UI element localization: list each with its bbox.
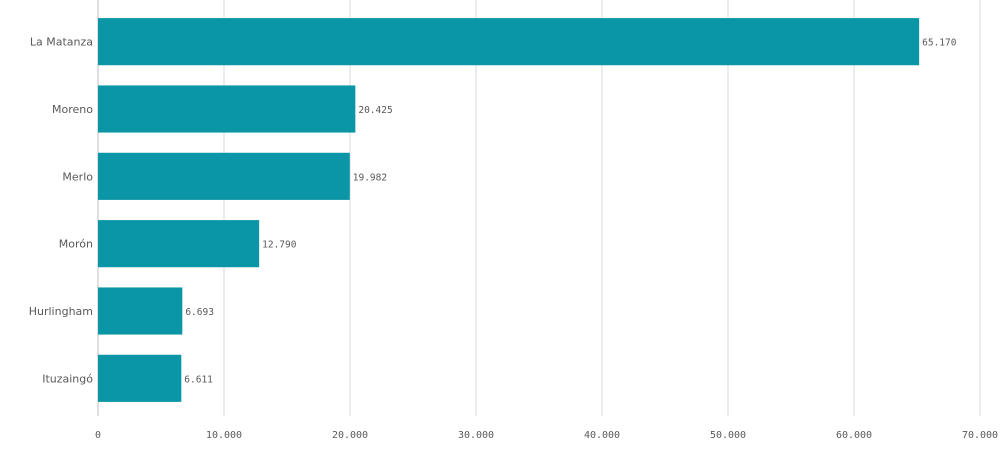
value-label: 12.790	[262, 240, 297, 251]
x-tick-label: 50.000	[710, 430, 746, 441]
gridlines	[97, 0, 981, 416]
bar-2	[98, 152, 350, 200]
category-label: Moreno	[52, 103, 93, 116]
labels: 0 10.000 20.000 30.000 40.000 50.000 60.000 70.…	[29, 36, 998, 441]
category-label: Morón	[59, 238, 93, 251]
x-tick-label: 40.000	[584, 430, 620, 441]
bar-3	[98, 220, 260, 268]
value-label: 6.611	[184, 374, 213, 385]
bars	[98, 18, 920, 402]
value-label: 6.693	[185, 307, 214, 318]
category-label: Merlo	[62, 170, 93, 183]
value-label: 20.425	[358, 105, 392, 116]
value-label: 65.170	[922, 38, 957, 49]
x-tick-label: 70.000	[962, 430, 998, 441]
bar-0	[98, 18, 920, 66]
x-tick-label: 0	[95, 430, 101, 441]
x-tick-label: 30.000	[458, 430, 494, 441]
bar-4	[98, 287, 183, 335]
category-label: Ituzaingó	[42, 372, 93, 385]
bar-5	[98, 354, 182, 402]
bar-1	[98, 85, 356, 133]
x-tick-label: 10.000	[206, 430, 242, 441]
value-label: 19.982	[353, 172, 387, 183]
category-label: La Matanza	[30, 36, 93, 49]
x-tick-label: 60.000	[836, 430, 872, 441]
category-label: Hurlingham	[29, 305, 93, 318]
x-tick-label: 20.000	[332, 430, 368, 441]
